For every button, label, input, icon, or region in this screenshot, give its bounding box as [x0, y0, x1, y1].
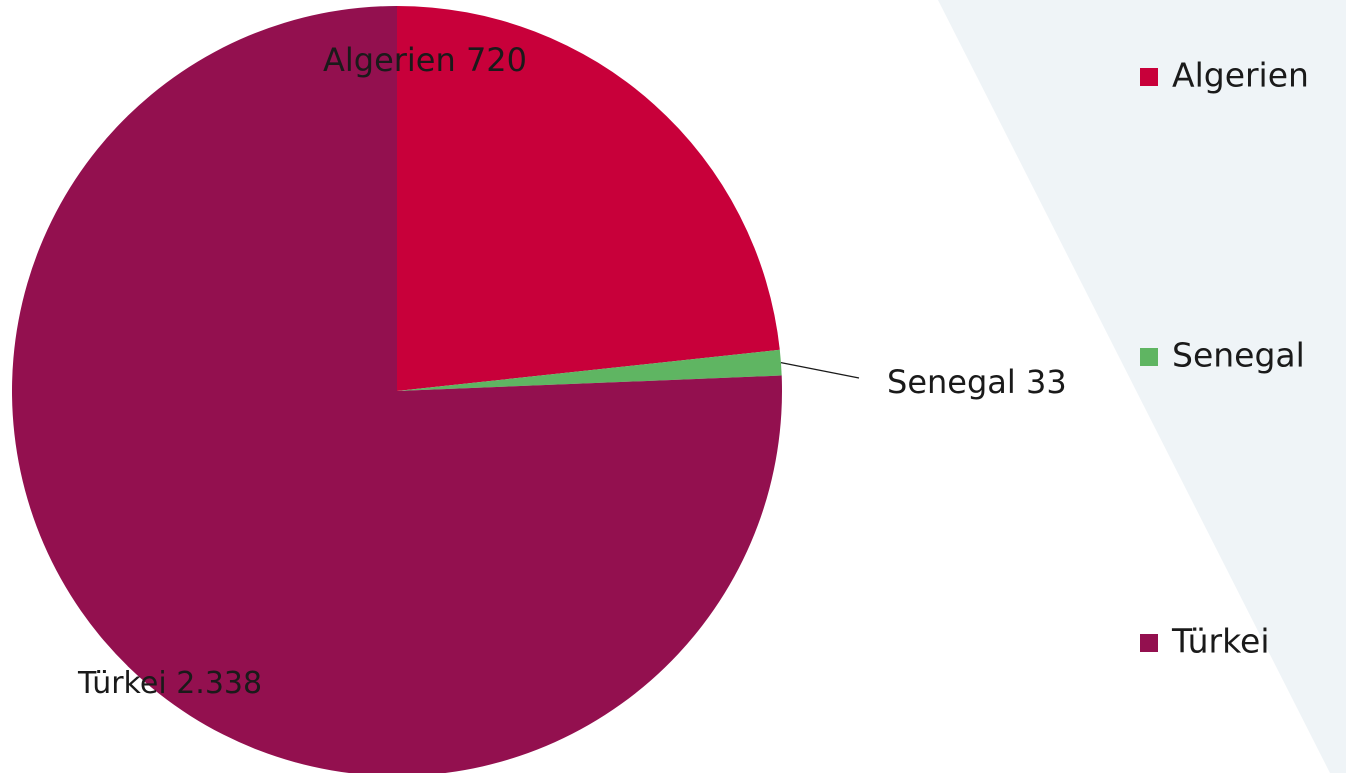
legend-label: Algerien [1172, 56, 1309, 95]
pie-slice [12, 6, 782, 773]
pie-slice [397, 6, 780, 391]
legend: Algerien Senegal Türkei [1140, 56, 1309, 661]
pie [12, 6, 782, 773]
data-label-value: 2.338 [176, 666, 262, 701]
data-label: Senegal 33 [887, 363, 1067, 401]
data-label-category: Türkei [77, 666, 167, 701]
legend-swatch [1140, 634, 1158, 652]
data-label-value: 720 [466, 41, 527, 79]
legend-label: Türkei [1171, 622, 1270, 661]
data-label: Algerien 720 [323, 41, 527, 79]
legend-swatch [1140, 348, 1158, 366]
background-band [938, 0, 1346, 773]
legend-swatch [1140, 68, 1158, 86]
data-label: Türkei 2.338 [77, 666, 262, 701]
legend-label: Senegal [1172, 336, 1305, 375]
pie-slice [397, 349, 782, 391]
leader-line [780, 362, 860, 379]
data-label-category: Senegal [887, 363, 1016, 401]
data-labels: Algerien 720 Senegal 33 Türkei 2.338 [77, 41, 1067, 701]
data-label-category: Algerien [323, 41, 456, 79]
data-label-value: 33 [1026, 363, 1067, 401]
